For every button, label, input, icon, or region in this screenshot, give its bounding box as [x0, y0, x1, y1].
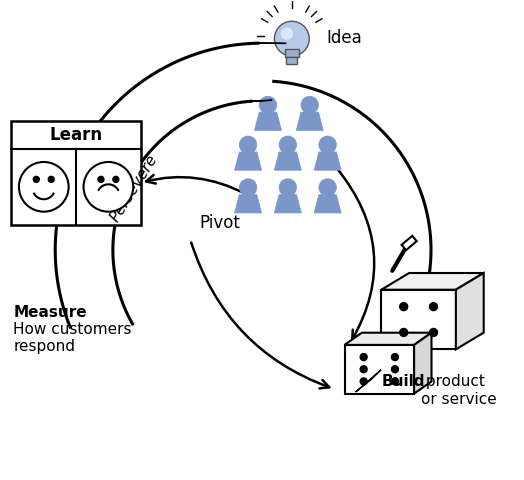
Circle shape — [34, 176, 39, 182]
Circle shape — [430, 302, 438, 311]
Text: Measure: Measure — [14, 304, 87, 320]
Circle shape — [113, 176, 119, 182]
Circle shape — [391, 354, 398, 360]
FancyBboxPatch shape — [285, 49, 299, 57]
Circle shape — [400, 328, 408, 336]
Circle shape — [391, 378, 398, 385]
Circle shape — [259, 96, 277, 114]
Circle shape — [360, 354, 367, 360]
Text: Build: Build — [381, 374, 425, 389]
Circle shape — [319, 136, 336, 154]
Circle shape — [239, 179, 257, 196]
Text: Pivot: Pivot — [200, 214, 241, 232]
Text: Learn: Learn — [50, 126, 103, 144]
Circle shape — [279, 179, 297, 196]
Circle shape — [360, 366, 367, 373]
Polygon shape — [344, 333, 431, 345]
Polygon shape — [344, 345, 414, 394]
Circle shape — [19, 162, 69, 212]
FancyBboxPatch shape — [286, 57, 297, 64]
Polygon shape — [314, 195, 341, 213]
Text: Persevere: Persevere — [107, 152, 160, 224]
Polygon shape — [235, 152, 261, 170]
Polygon shape — [296, 112, 323, 131]
Circle shape — [360, 378, 367, 385]
Text: How customers
respond: How customers respond — [14, 322, 132, 354]
Circle shape — [98, 176, 104, 182]
Circle shape — [275, 21, 309, 56]
Polygon shape — [250, 100, 272, 102]
Text: product
or service: product or service — [421, 374, 497, 407]
Circle shape — [301, 96, 319, 114]
Polygon shape — [275, 152, 301, 170]
Circle shape — [239, 136, 257, 154]
Polygon shape — [456, 273, 484, 349]
Polygon shape — [235, 195, 261, 213]
Polygon shape — [381, 290, 456, 349]
Polygon shape — [275, 195, 301, 213]
Circle shape — [400, 302, 408, 311]
Polygon shape — [356, 370, 381, 392]
Polygon shape — [314, 152, 341, 170]
Circle shape — [83, 162, 133, 212]
Polygon shape — [12, 120, 141, 225]
Polygon shape — [381, 273, 484, 290]
Text: Idea: Idea — [326, 29, 363, 47]
Polygon shape — [401, 236, 417, 250]
Polygon shape — [414, 333, 431, 394]
Circle shape — [430, 328, 438, 336]
Circle shape — [281, 27, 293, 40]
Circle shape — [391, 366, 398, 373]
Circle shape — [48, 176, 54, 182]
Circle shape — [279, 136, 297, 154]
Polygon shape — [255, 112, 281, 131]
Circle shape — [319, 179, 336, 196]
